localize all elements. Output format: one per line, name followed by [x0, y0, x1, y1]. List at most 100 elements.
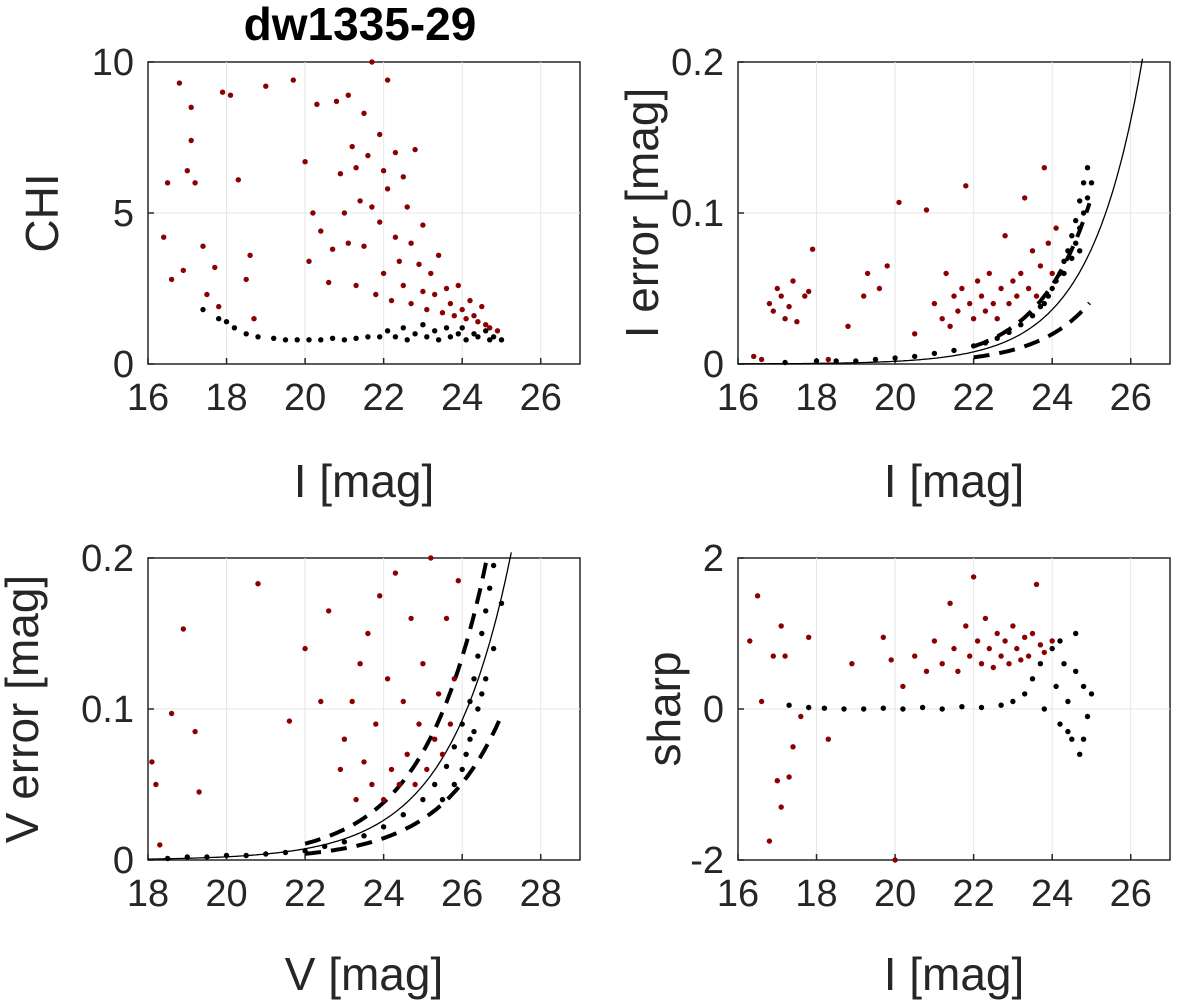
rejected-point	[447, 300, 454, 307]
accepted-point	[432, 328, 438, 334]
rejected-point	[164, 180, 171, 186]
rejected-point	[1010, 278, 1016, 284]
rejected-point	[227, 92, 234, 98]
rejected-point	[153, 781, 159, 788]
accepted-point	[306, 337, 312, 343]
rejected-point	[388, 766, 395, 773]
rejected-point	[168, 276, 175, 283]
accepted-point	[498, 337, 505, 343]
x-tick-label: 22	[362, 377, 404, 419]
accepted-point	[1049, 285, 1055, 292]
accepted-point	[231, 325, 238, 331]
figure-title: dw1335-29	[244, 0, 477, 50]
accepted-point	[1053, 683, 1059, 690]
accepted-point	[341, 839, 348, 845]
x-tick-label: 18	[205, 377, 247, 419]
rejected-point	[424, 306, 430, 313]
accepted-point	[467, 736, 473, 742]
rejected-point	[396, 258, 402, 264]
rejected-point	[428, 555, 434, 561]
rejected-point	[1037, 263, 1044, 269]
rejected-point	[978, 661, 985, 667]
rejected-point	[770, 653, 776, 659]
accepted-point	[255, 334, 261, 340]
rejected-point	[1029, 248, 1036, 254]
rejected-point	[1049, 638, 1055, 644]
rejected-point	[970, 316, 977, 322]
rejected-point	[790, 744, 796, 750]
rejected-point	[1033, 581, 1040, 588]
rejected-point	[463, 316, 469, 322]
rejected-point	[326, 608, 332, 614]
rejected-point	[1053, 225, 1059, 231]
accepted-point	[223, 319, 230, 325]
rejected-point	[337, 171, 344, 177]
rejected-point	[1029, 630, 1036, 637]
rejected-point	[982, 615, 989, 622]
accepted-point	[951, 347, 957, 354]
rejected-point	[157, 842, 163, 848]
accepted-point	[1057, 721, 1063, 727]
rejected-point	[778, 804, 784, 810]
rejected-point	[790, 278, 796, 284]
rejected-point	[286, 718, 293, 724]
rejected-point	[216, 303, 222, 310]
rejected-point	[341, 210, 348, 216]
accepted-point	[1077, 198, 1083, 204]
accepted-point	[1065, 698, 1071, 705]
rejected-point	[373, 291, 379, 298]
accepted-point	[841, 706, 847, 712]
y-tick-label: -2	[690, 840, 724, 882]
accepted-point	[1084, 165, 1091, 171]
rejected-point	[212, 264, 218, 271]
rejected-point	[864, 270, 871, 277]
rejected-point	[447, 721, 454, 727]
rejected-point	[1014, 293, 1020, 299]
accepted-point	[223, 852, 230, 859]
rejected-point	[380, 168, 387, 174]
rejected-point	[888, 657, 894, 663]
rejected-point	[204, 291, 210, 298]
accepted-point	[483, 328, 489, 334]
accepted-point	[1037, 661, 1044, 667]
x-tick-label: 26	[520, 377, 562, 419]
y-axis-label: V error [mag]	[0, 575, 48, 843]
accepted-point	[939, 706, 945, 712]
y-tick-label: 0	[703, 344, 724, 386]
rejected-point	[943, 270, 949, 277]
rejected-point	[994, 316, 1000, 322]
rejected-point	[967, 653, 973, 659]
accepted-point	[1080, 736, 1087, 742]
rejected-point	[758, 356, 765, 363]
rejected-point	[806, 288, 812, 295]
rejected-point	[1025, 285, 1032, 292]
rejected-point	[1033, 293, 1040, 299]
rejected-point	[392, 149, 399, 156]
accepted-point	[970, 343, 977, 349]
accepted-point	[420, 796, 426, 803]
accepted-point	[483, 676, 489, 682]
rejected-point	[377, 219, 383, 225]
rejected-point	[404, 751, 410, 757]
rejected-point	[388, 297, 395, 304]
rejected-point	[196, 789, 202, 795]
rejected-point	[357, 198, 363, 204]
accepted-point	[1080, 683, 1087, 690]
rejected-point	[931, 638, 938, 644]
x-axis-label: I [mag]	[294, 455, 435, 507]
accepted-point	[892, 355, 898, 361]
rejected-point	[959, 285, 965, 292]
x-tick-label: 16	[127, 377, 169, 419]
rejected-point	[408, 615, 414, 622]
accepted-point	[1080, 180, 1087, 186]
accepted-point	[392, 334, 399, 340]
accepted-point	[1029, 313, 1036, 319]
rejected-point	[970, 574, 977, 580]
rejected-point	[420, 288, 426, 295]
verror-vs-v-panel: V [mag] V error [mag] 18 20 22 24 26 28 0 0.1 0.…	[0, 538, 581, 1000]
accepted-point	[1073, 668, 1079, 674]
rejected-point	[923, 207, 930, 213]
rejected-point	[1018, 270, 1024, 277]
accepted-point	[384, 328, 391, 334]
accepted-point	[1073, 217, 1079, 224]
